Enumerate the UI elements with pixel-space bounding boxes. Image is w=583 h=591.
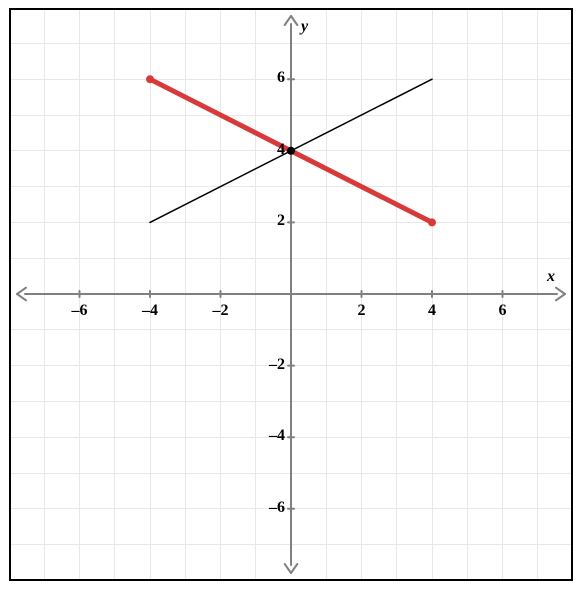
gridline-vertical [185,10,186,579]
gridline-vertical [396,10,397,579]
y-tick-label: 4 [257,141,285,159]
gridline-vertical [44,10,45,579]
gridline-horizontal [11,258,571,259]
x-tick-label: –4 [138,302,162,320]
gridline-horizontal [11,473,571,474]
x-axis-label: x [547,268,555,286]
x-tick-label: 6 [491,302,515,320]
y-axis-label: y [301,18,308,36]
gridline-vertical [79,10,80,579]
y-tick-label: –2 [257,356,285,374]
gridline-vertical [537,10,538,579]
y-tick-label: –6 [257,499,285,517]
gridline-horizontal [11,43,571,44]
gridline-horizontal [11,437,571,438]
y-tick-label: 6 [257,69,285,87]
gridline-vertical [150,10,151,579]
x-tick-label: –6 [68,302,92,320]
gridline-horizontal [11,508,571,509]
gridline-horizontal [11,222,571,223]
x-tick-label: –2 [209,302,233,320]
grid [0,0,583,591]
gridline-vertical [361,10,362,579]
gridline-horizontal [11,544,571,545]
gridline-horizontal [11,150,571,151]
y-tick-label: 2 [257,212,285,230]
gridline-horizontal [11,79,571,80]
y-tick-label: –4 [257,427,285,445]
gridline-vertical [502,10,503,579]
x-tick-label: 4 [420,302,444,320]
gridline-horizontal [11,186,571,187]
gridline-vertical [432,10,433,579]
gridline-vertical [255,10,256,579]
gridline-horizontal [11,115,571,116]
gridline-vertical [467,10,468,579]
gridline-horizontal [11,401,571,402]
gridline-vertical [326,10,327,579]
gridline-horizontal [11,329,571,330]
gridline-horizontal [11,365,571,366]
gridline-vertical [114,10,115,579]
x-tick-label: 2 [350,302,374,320]
gridline-vertical [220,10,221,579]
